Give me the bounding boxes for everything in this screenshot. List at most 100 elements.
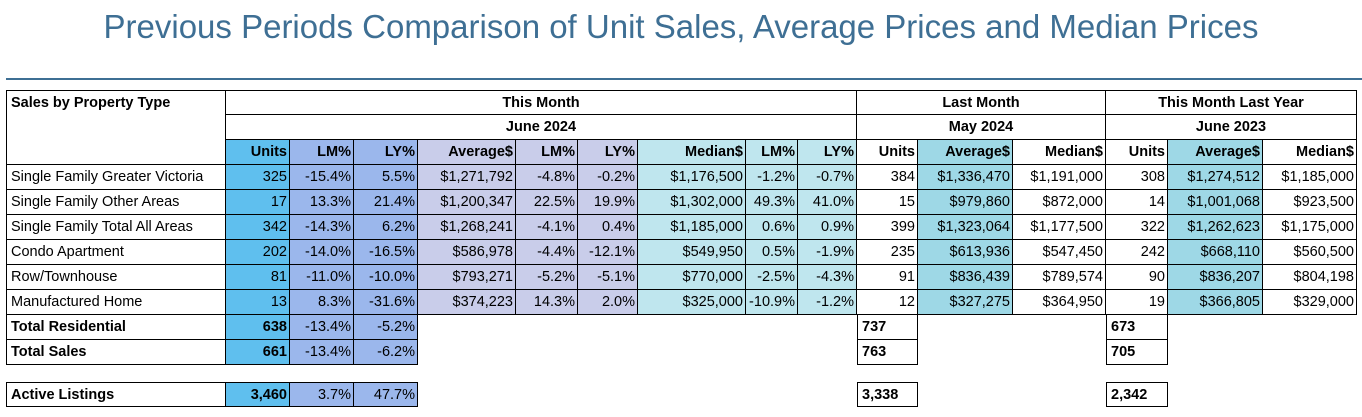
row-label: Row/Townhouse <box>6 265 226 290</box>
cell-last-month: $872,000 <box>1013 190 1106 215</box>
cell-last-year: 308 <box>1106 165 1168 190</box>
total-ly-pct: -5.2% <box>354 315 418 340</box>
cell-this-month: -0.7% <box>798 165 857 190</box>
cell-this-month: $374,223 <box>418 290 516 315</box>
cell-this-month: $1,200,347 <box>418 190 516 215</box>
cell-last-year: $329,000 <box>1263 290 1357 315</box>
period-last-month: May 2024 <box>857 115 1106 140</box>
cell-this-month: 13 <box>226 290 290 315</box>
cell-last-year: $366,805 <box>1168 290 1263 315</box>
cell-last-year: $1,001,068 <box>1168 190 1263 215</box>
cell-this-month: 5.5% <box>354 165 418 190</box>
cell-this-month: -31.6% <box>354 290 418 315</box>
cell-last-year: $560,500 <box>1263 240 1357 265</box>
cell-this-month: -16.5% <box>354 240 418 265</box>
col-header-ly-0: Units <box>1106 140 1168 165</box>
col-header-tm-3: Average$ <box>418 140 516 165</box>
cell-this-month: 0.4% <box>578 215 638 240</box>
cell-this-month: -4.4% <box>516 240 578 265</box>
cell-this-month: 17 <box>226 190 290 215</box>
total-last-year: 705 <box>1106 340 1168 365</box>
cell-last-year: $1,175,000 <box>1263 215 1357 240</box>
cell-last-month: $613,936 <box>918 240 1013 265</box>
active-last-month: 3,338 <box>857 382 918 407</box>
cell-this-month: -14.3% <box>290 215 354 240</box>
cell-last-year: $836,207 <box>1168 265 1263 290</box>
cell-last-year: $1,185,000 <box>1263 165 1357 190</box>
cell-this-month: $325,000 <box>638 290 746 315</box>
total-lm-pct: -13.4% <box>290 340 354 365</box>
cell-this-month: 49.3% <box>746 190 798 215</box>
cell-this-month: -1.2% <box>746 165 798 190</box>
cell-last-month: 384 <box>857 165 918 190</box>
col-header-tm-5: LY% <box>578 140 638 165</box>
cell-this-month: 342 <box>226 215 290 240</box>
cell-last-month: $836,439 <box>918 265 1013 290</box>
col-header-tm-0: Units <box>226 140 290 165</box>
cell-last-month: $327,275 <box>918 290 1013 315</box>
col-header-tm-2: LY% <box>354 140 418 165</box>
cell-this-month: $1,176,500 <box>638 165 746 190</box>
cell-this-month: -1.9% <box>798 240 857 265</box>
active-listings-label: Active Listings <box>6 382 226 407</box>
cell-last-month: $979,860 <box>918 190 1013 215</box>
cell-this-month: 19.9% <box>578 190 638 215</box>
page-title: Previous Periods Comparison of Unit Sale… <box>103 8 1259 45</box>
cell-this-month: $1,268,241 <box>418 215 516 240</box>
col-header-ly-1: Average$ <box>1168 140 1263 165</box>
title-divider <box>6 78 1362 80</box>
col-header-tm-6: Median$ <box>638 140 746 165</box>
cell-this-month: 202 <box>226 240 290 265</box>
cell-last-year: 90 <box>1106 265 1168 290</box>
cell-last-month: 91 <box>857 265 918 290</box>
cell-this-month: 8.3% <box>290 290 354 315</box>
col-header-ly-2: Median$ <box>1263 140 1357 165</box>
total-units: 661 <box>226 340 290 365</box>
cell-last-year: 14 <box>1106 190 1168 215</box>
active-units: 3,460 <box>226 382 290 407</box>
cell-last-month: $1,323,064 <box>918 215 1013 240</box>
cell-last-year: $804,198 <box>1263 265 1357 290</box>
cell-this-month: $1,271,792 <box>418 165 516 190</box>
total-last-month: 763 <box>857 340 918 365</box>
cell-last-month: $789,574 <box>1013 265 1106 290</box>
row-label-header: Sales by Property Type <box>6 90 226 165</box>
total-units: 638 <box>226 315 290 340</box>
total-last-month: 737 <box>857 315 918 340</box>
cell-this-month: 0.9% <box>798 215 857 240</box>
active-last-year: 2,342 <box>1106 382 1168 407</box>
total-lm-pct: -13.4% <box>290 315 354 340</box>
period-last-year: June 2023 <box>1106 115 1357 140</box>
cell-this-month: 22.5% <box>516 190 578 215</box>
group-title-last-month: Last Month <box>857 90 1106 115</box>
period-this-month: June 2024 <box>226 115 857 140</box>
cell-this-month: 14.3% <box>516 290 578 315</box>
col-header-tm-8: LY% <box>798 140 857 165</box>
cell-last-year: $923,500 <box>1263 190 1357 215</box>
group-title-this-month: This Month <box>226 90 857 115</box>
cell-last-year: 242 <box>1106 240 1168 265</box>
cell-last-month: 12 <box>857 290 918 315</box>
cell-this-month: 41.0% <box>798 190 857 215</box>
row-label: Single Family Total All Areas <box>6 215 226 240</box>
group-title-last-year: This Month Last Year <box>1106 90 1357 115</box>
cell-this-month: -5.2% <box>516 265 578 290</box>
row-label: Single Family Greater Victoria <box>6 165 226 190</box>
cell-this-month: 0.6% <box>746 215 798 240</box>
cell-this-month: $549,950 <box>638 240 746 265</box>
total-label: Total Sales <box>6 340 226 365</box>
cell-this-month: $770,000 <box>638 265 746 290</box>
cell-last-year: $668,110 <box>1168 240 1263 265</box>
col-header-tm-1: LM% <box>290 140 354 165</box>
cell-this-month: 2.0% <box>578 290 638 315</box>
cell-this-month: 6.2% <box>354 215 418 240</box>
cell-last-month: $1,177,500 <box>1013 215 1106 240</box>
cell-this-month: -11.0% <box>290 265 354 290</box>
cell-this-month: $586,978 <box>418 240 516 265</box>
cell-last-year: 19 <box>1106 290 1168 315</box>
cell-this-month: -0.2% <box>578 165 638 190</box>
cell-this-month: 325 <box>226 165 290 190</box>
cell-this-month: -14.0% <box>290 240 354 265</box>
cell-this-month: -1.2% <box>798 290 857 315</box>
col-header-tm-4: LM% <box>516 140 578 165</box>
